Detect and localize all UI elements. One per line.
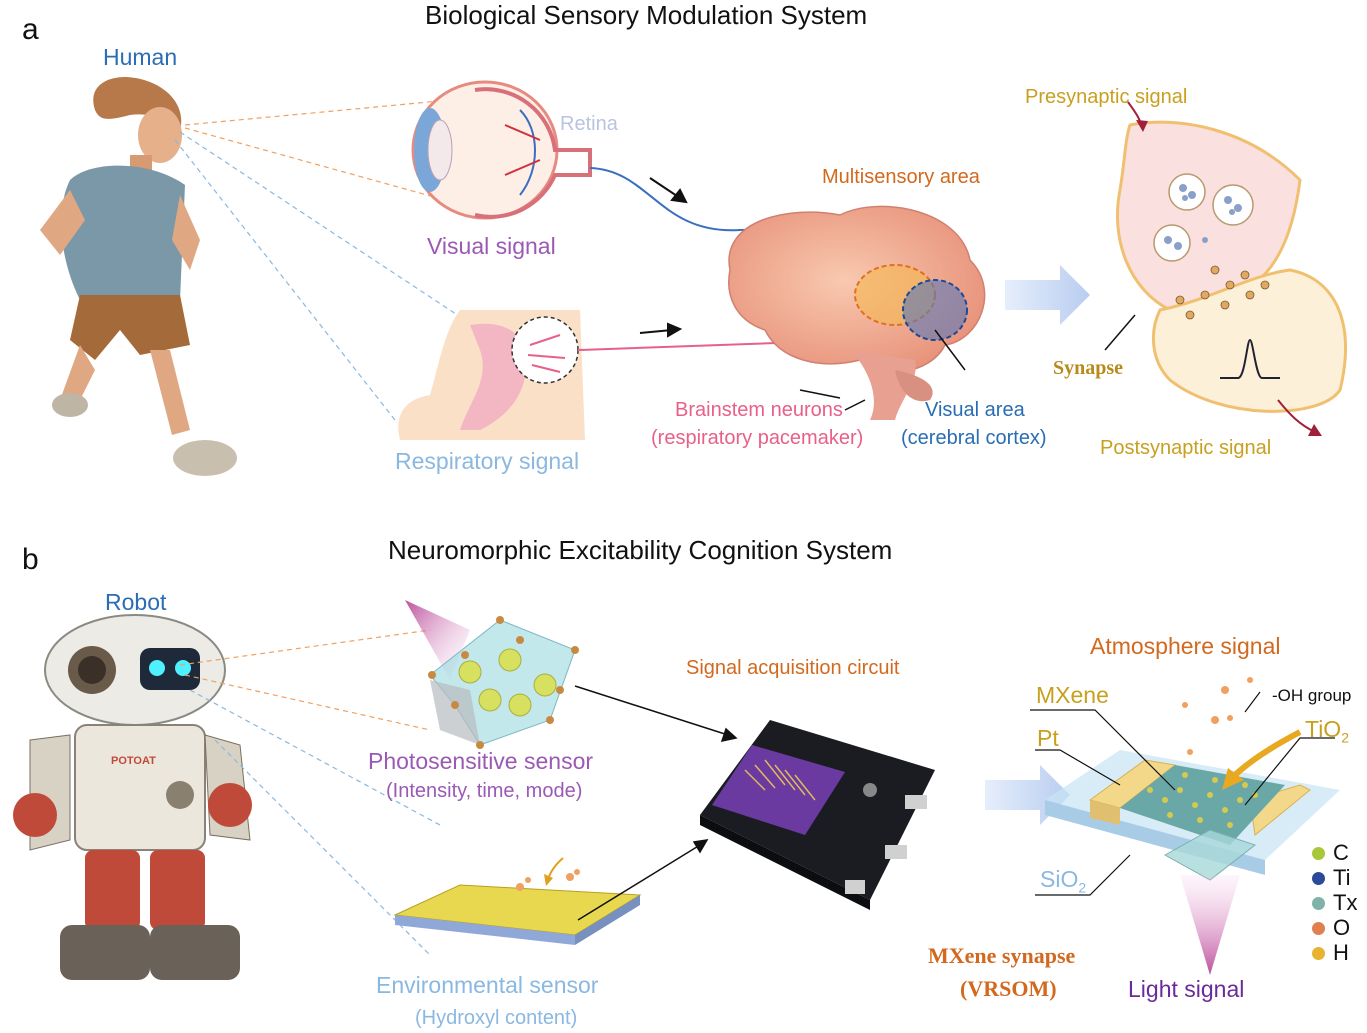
robot-label: Robot <box>105 589 167 615</box>
circuit-board <box>700 720 935 910</box>
mxene-device <box>1030 677 1340 975</box>
brainstem-label-line1: Brainstem neurons <box>675 399 843 421</box>
legend-item-tx: Tx <box>1312 890 1357 916</box>
mxene-label: MXene <box>1036 682 1109 708</box>
panel-b-letter: b <box>22 543 39 576</box>
synapse-label: Synapse <box>1053 357 1124 379</box>
tio2-label: TiO2 <box>1305 716 1349 746</box>
legend-dot-ti <box>1312 871 1325 885</box>
brain-illustration <box>728 205 986 420</box>
legend-item-ti: Ti <box>1312 865 1351 891</box>
mxene-synapse-label-line1: MXene synapse <box>928 943 1076 968</box>
photosensitive-sensor-label: Photosensitive sensor <box>368 748 594 774</box>
eye-illustration <box>411 80 931 296</box>
legend-dot-tx <box>1312 896 1325 910</box>
visual-signal-label: Visual signal <box>427 233 556 259</box>
atmosphere-signal-label: Atmosphere signal <box>1090 633 1281 659</box>
atom-legend: C Ti Tx O H <box>1312 840 1367 970</box>
light-signal-label: Light signal <box>1128 976 1245 1002</box>
sio2-label: SiO2 <box>1040 866 1087 896</box>
panel-b-title: Neuromorphic Excitability Cognition Syst… <box>388 535 893 565</box>
panel-a-title: Biological Sensory Modulation System <box>425 0 868 30</box>
legend-dot-c <box>1312 846 1325 860</box>
photosensitive-sensor-sub: (Intensity, time, mode) <box>386 780 583 802</box>
signal-acquisition-label: Signal acquisition circuit <box>686 657 900 679</box>
oh-group-label: -OH group <box>1272 686 1352 705</box>
legend-item-c: C <box>1312 840 1349 866</box>
legend-dot-h <box>1312 946 1325 960</box>
multisensory-area-label: Multisensory area <box>822 166 980 188</box>
visual-area-label-line1: Visual area <box>925 399 1025 421</box>
big-arrow-a <box>1005 265 1090 325</box>
signal-arrows <box>639 177 688 338</box>
sensor-to-circuit-arrows <box>574 685 738 921</box>
legend-dot-o <box>1312 921 1325 935</box>
legend-item-h: H <box>1312 940 1349 966</box>
human-connector-lines <box>174 99 466 421</box>
human-runner-illustration <box>40 77 237 476</box>
robot-illustration <box>13 614 252 980</box>
panel-a-letter: a <box>22 13 39 46</box>
environmental-sensor-label: Environmental sensor <box>376 972 599 998</box>
environmental-sensor-sub: (Hydroxyl content) <box>415 1007 578 1029</box>
pt-label: Pt <box>1037 725 1059 751</box>
respiratory-signal-label: Respiratory signal <box>395 448 580 474</box>
postsynaptic-label: Postsynaptic signal <box>1100 437 1272 459</box>
presynaptic-label: Presynaptic signal <box>1025 86 1188 108</box>
brainstem-label-line2: (respiratory pacemaker) <box>651 427 864 449</box>
nose-illustration <box>398 310 861 440</box>
retina-label: Retina <box>560 113 618 135</box>
robot-connector-lines <box>179 629 441 956</box>
human-label: Human <box>103 44 178 70</box>
synapse-illustration <box>1104 101 1348 436</box>
environmental-sensor-lattice <box>393 857 642 945</box>
visual-area-label-line2: (cerebral cortex) <box>901 427 1047 449</box>
photosensitive-crystal <box>405 600 579 749</box>
mxene-synapse-label-line2: (VRSOM) <box>960 976 1057 1001</box>
legend-item-o: O <box>1312 915 1350 941</box>
robot-chest-text: POTOAT <box>111 755 156 767</box>
